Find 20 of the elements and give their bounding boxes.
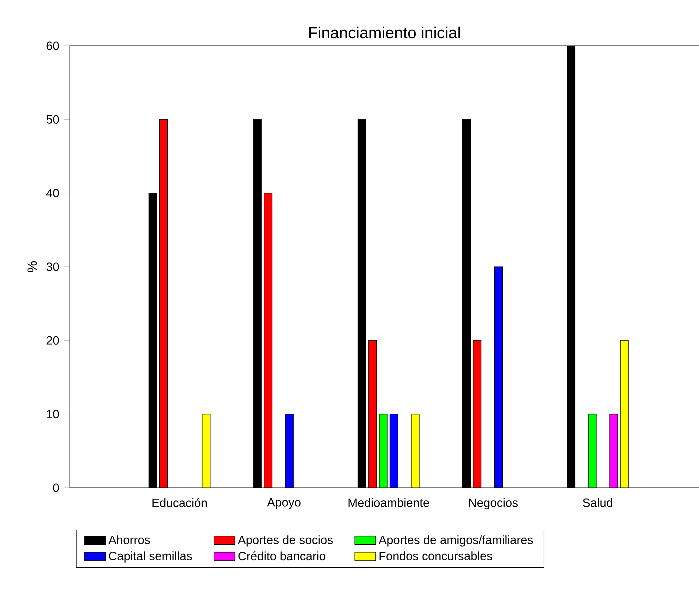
x-tick-label: Medioambiente bbox=[348, 498, 430, 508]
legend-label: Aportes de amigos/familiares bbox=[378, 536, 534, 547]
y-tick-label: 40 bbox=[46, 189, 60, 198]
x-tick-label: Educación bbox=[152, 498, 208, 508]
x-tick-label: Negocios bbox=[469, 498, 518, 510]
y-axis-title: % bbox=[28, 262, 38, 272]
legend-label: Aportes de socios bbox=[238, 536, 333, 547]
legend-label: Ahorros bbox=[108, 536, 150, 544]
x-tick-label: Apoyo bbox=[267, 498, 301, 510]
legend-label: Crédito bancario bbox=[238, 552, 326, 561]
chart-title: Financiamiento inicial bbox=[310, 26, 460, 39]
y-tick-label: 20 bbox=[46, 336, 60, 345]
legend-label: Capital semillas bbox=[109, 552, 192, 563]
x-tick-label: Salud bbox=[583, 498, 612, 508]
y-tick-label: 10 bbox=[47, 410, 60, 419]
legend-label: Fondos concursables bbox=[380, 552, 492, 561]
y-tick-label: 50 bbox=[46, 115, 60, 124]
y-tick-label: 30 bbox=[46, 262, 60, 272]
y-tick-label: 60 bbox=[46, 42, 60, 50]
y-tick-label: 0 bbox=[53, 484, 60, 492]
